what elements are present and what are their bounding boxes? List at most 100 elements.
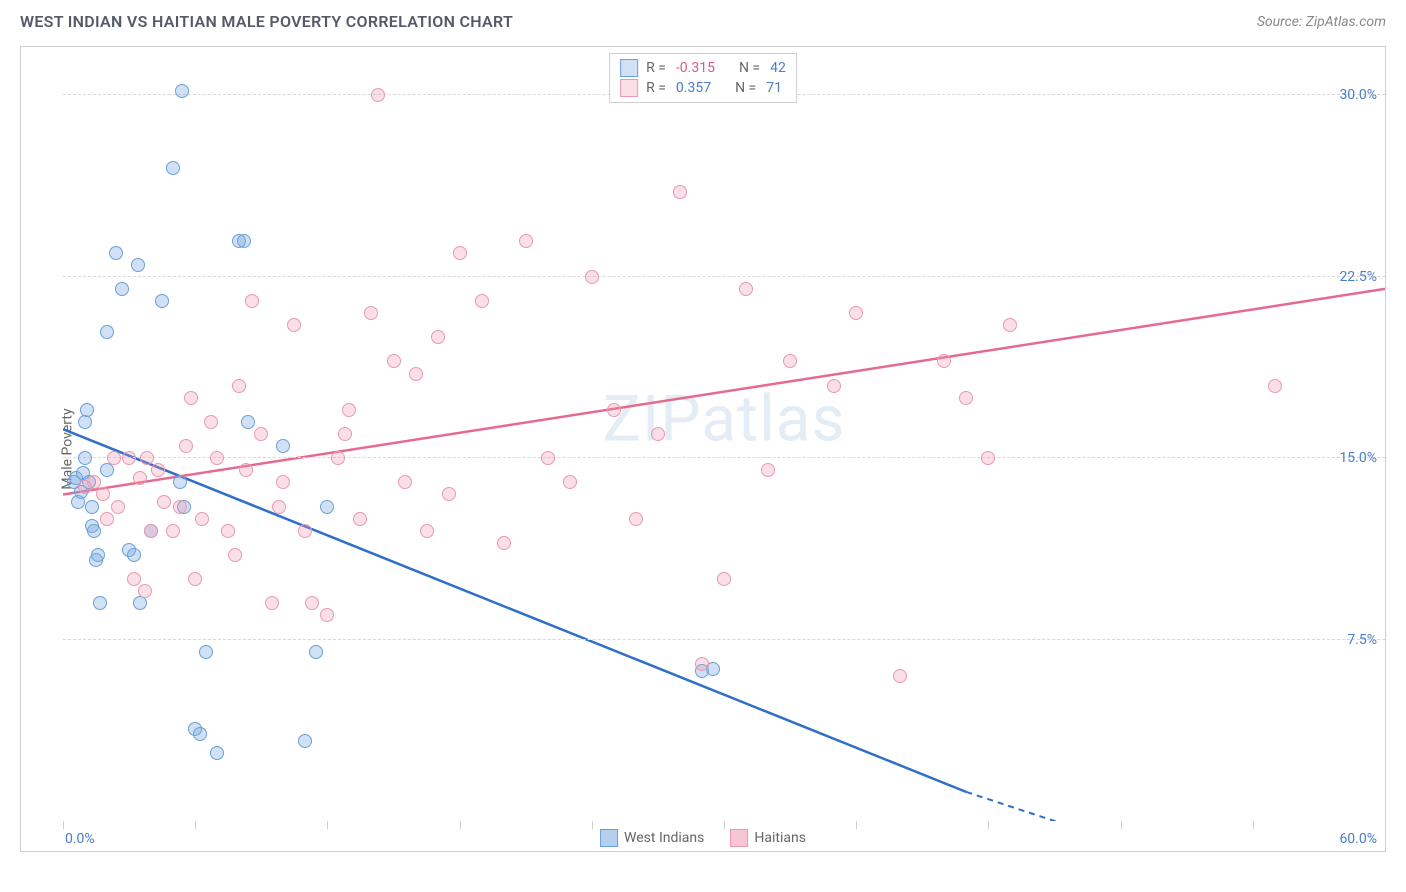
data-point [91,548,105,562]
data-point [166,524,180,538]
legend-item-west-indians: West Indians [600,829,704,847]
data-point [398,475,412,489]
data-point [849,306,863,320]
data-point [179,439,193,453]
data-point [210,451,224,465]
data-point [131,258,145,272]
x-tick [327,821,328,829]
x-tick [63,821,64,829]
r-label: R = [646,60,666,76]
gridline [63,639,1385,640]
data-point [519,234,533,248]
swatch-west-indians-icon [600,829,618,847]
series-legend: West Indians Haitians [600,829,806,847]
data-point [409,367,423,381]
data-point [127,572,141,586]
data-point [585,270,599,284]
data-point [78,415,92,429]
data-point [353,512,367,526]
data-point [959,391,973,405]
data-point [78,451,92,465]
data-point [111,500,125,514]
data-point [173,500,187,514]
y-tick-label: 15.0% [1339,450,1377,466]
data-point [320,500,334,514]
gridline [63,457,1385,458]
data-point [331,451,345,465]
correlation-legend: R = -0.315 N = 42 R = 0.357 N = 71 [609,53,797,103]
data-point [100,463,114,477]
data-point [144,524,158,538]
legend-item-haitians: Haitians [730,829,806,847]
data-point [761,463,775,477]
data-point [320,608,334,622]
data-point [109,246,123,260]
data-point [739,282,753,296]
data-point [254,427,268,441]
data-point [272,500,286,514]
data-point [184,391,198,405]
data-point [100,325,114,339]
data-point [1268,379,1282,393]
data-point [453,246,467,260]
r-value-haitians: 0.357 [676,80,711,96]
legend-label-haitians: Haitians [754,830,806,846]
data-point [133,471,147,485]
y-tick-label: 22.5% [1339,269,1377,285]
x-tick [1385,821,1386,829]
data-point [195,512,209,526]
r-value-west-indians: -0.315 [676,60,715,76]
chart-title: WEST INDIAN VS HAITIAN MALE POVERTY CORR… [20,12,513,31]
data-point [563,475,577,489]
y-tick-label: 7.5% [1347,632,1377,648]
data-point [155,294,169,308]
data-point [210,746,224,760]
swatch-haitians [620,79,638,97]
data-point [783,354,797,368]
data-point [245,294,259,308]
data-point [166,161,180,175]
data-point [651,427,665,441]
data-point [717,572,731,586]
data-point [193,727,207,741]
legend-row-west-indians: R = -0.315 N = 42 [620,58,786,78]
data-point [80,403,94,417]
data-point [107,451,121,465]
data-point [199,645,213,659]
watermark: ZIPatlas [603,381,846,456]
chart-area: Male Poverty ZIPatlas 7.5%15.0%22.5%30.0… [20,46,1386,852]
x-tick [592,821,593,829]
data-point [151,463,165,477]
data-point [981,451,995,465]
data-point [342,403,356,417]
data-point [85,500,99,514]
data-point [364,306,378,320]
source-label: Source: ZipAtlas.com [1257,14,1386,30]
data-point [497,536,511,550]
data-point [237,234,251,248]
data-point [1003,318,1017,332]
data-point [115,282,129,296]
data-point [541,451,555,465]
data-point [420,524,434,538]
data-point [287,318,301,332]
x-tick [1253,821,1254,829]
swatch-haitians-icon [730,829,748,847]
n-label: N = [735,80,756,96]
data-point [371,88,385,102]
data-point [71,495,85,509]
data-point [93,596,107,610]
data-point [173,475,187,489]
legend-row-haitians: R = 0.357 N = 71 [620,78,786,98]
data-point [188,572,202,586]
data-point [827,379,841,393]
data-point [265,596,279,610]
data-point [298,734,312,748]
data-point [893,669,907,683]
data-point [241,415,255,429]
data-point [87,524,101,538]
data-point [138,584,152,598]
data-point [140,451,154,465]
data-point [175,84,189,98]
data-point [232,379,246,393]
